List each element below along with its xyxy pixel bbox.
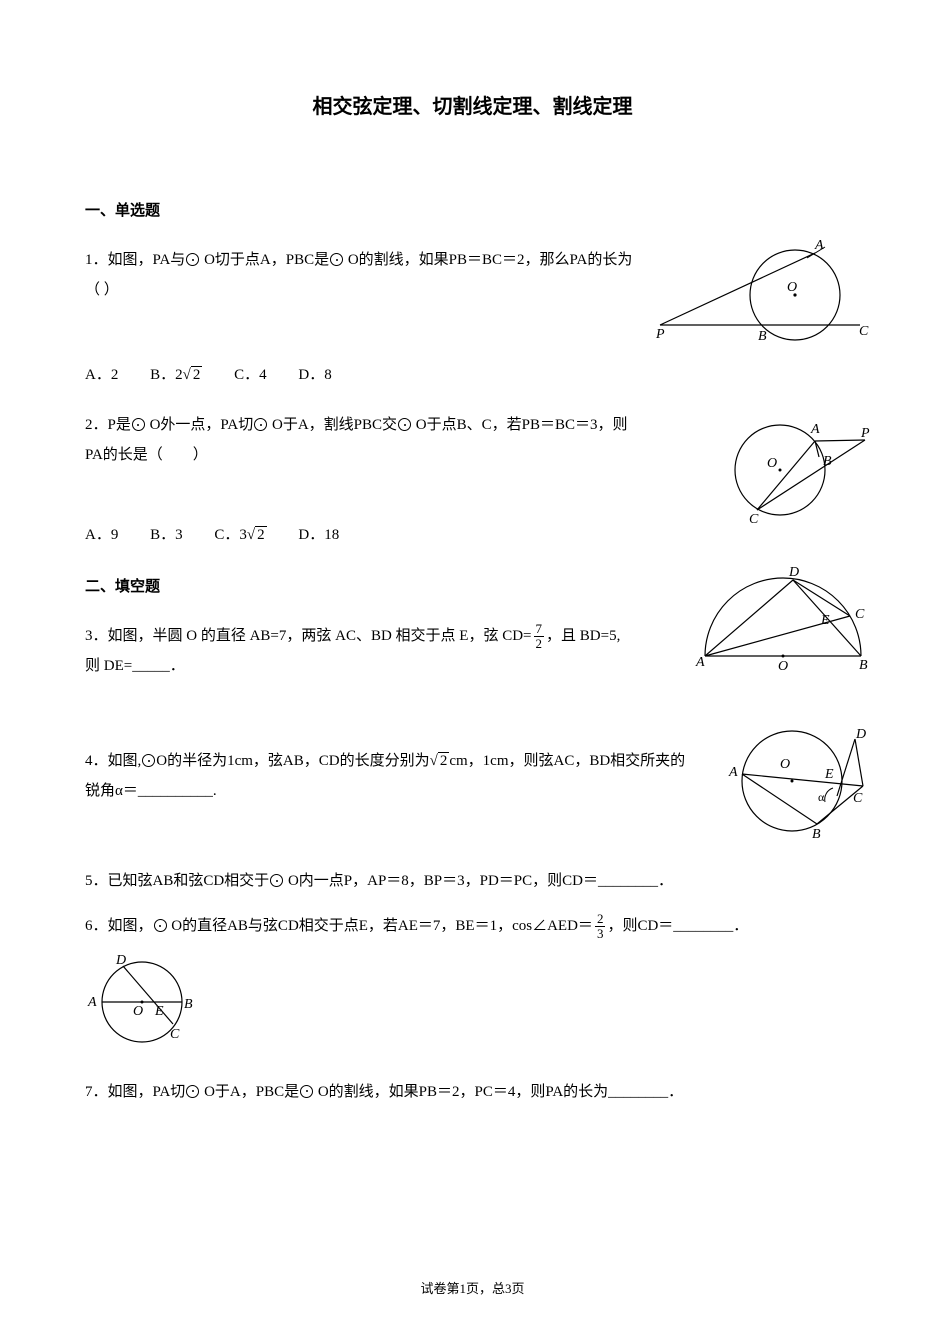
page-title: 相交弦定理、切割线定理、割线定理 — [85, 90, 860, 119]
q2-optD: D．18 — [298, 520, 339, 550]
svg-text:B: B — [812, 827, 821, 841]
q2-pre: 2．P是 — [85, 417, 131, 433]
q2-optB: B．3 — [150, 520, 183, 550]
q5-text: 5．已知弦AB和弦CD相交于 O内一点P，AP＝8，BP＝3，PD＝PC，则CD… — [85, 866, 860, 896]
section-1-header: 一、单选题 — [85, 199, 860, 220]
q1-optB: B．22 — [150, 360, 202, 390]
q4-figure: A B C D E O α — [725, 726, 870, 841]
q1-optA: A．2 — [85, 360, 118, 390]
svg-text:A: A — [810, 422, 820, 437]
q7-suf: O的割线，如果PB＝2，PC＝4，则PA的长为________． — [314, 1084, 683, 1100]
svg-text:O: O — [778, 659, 788, 671]
svg-text:O: O — [767, 456, 777, 471]
svg-text:C: C — [749, 512, 759, 525]
q1-text: 1．如图，PA与 O切于点A，PBC是 O的割线，如果PB＝BC＝2，那么PA的… — [85, 245, 645, 305]
question-6: 6．如图， O的直径AB与弦CD相交于点E，若AE＝7，BE＝1，cos∠AED… — [85, 911, 860, 1046]
circle-o-icon — [132, 418, 145, 431]
svg-text:O: O — [780, 757, 790, 772]
q6-text: 6．如图， O的直径AB与弦CD相交于点E，若AE＝7，BE＝1，cos∠AED… — [85, 911, 860, 941]
q2-figure: A P O B C — [725, 415, 870, 525]
svg-text:A: A — [695, 655, 705, 670]
svg-text:C: C — [859, 324, 869, 339]
svg-text:O: O — [133, 1004, 143, 1019]
svg-text:D: D — [115, 953, 126, 968]
svg-text:D: D — [788, 566, 799, 580]
svg-text:B: B — [184, 997, 193, 1012]
circle-o-icon — [398, 418, 411, 431]
svg-text:C: C — [855, 607, 865, 622]
question-2: 2．P是 O外一点，PA切 O于A，割线PBC交 O于点B、C，若PB＝BC＝3… — [85, 410, 860, 550]
q2-optC: C．32 — [214, 520, 266, 550]
q2-optA: A．9 — [85, 520, 118, 550]
question-4: 4．如图,O的半径为1cm，弦AB，CD的长度分别为2cm，1cm，则弦AC，B… — [85, 746, 860, 806]
question-5: 5．已知弦AB和弦CD相交于 O内一点P，AP＝8，BP＝3，PD＝PC，则CD… — [85, 866, 860, 896]
svg-text:A: A — [87, 995, 97, 1010]
svg-text:E: E — [820, 613, 830, 628]
circle-o-icon — [270, 874, 283, 887]
q1-figure: A O P B C — [655, 235, 870, 345]
q4-mid: O的半径为1cm，弦AB，CD的长度分别为 — [156, 753, 429, 769]
q2-mid2: O于A，割线PBC交 — [268, 417, 397, 433]
q1-pre: 1．如图，PA与 — [85, 252, 185, 268]
footer-mid: 页，总 — [466, 1281, 505, 1296]
question-1: 1．如图，PA与 O切于点A，PBC是 O的割线，如果PB＝BC＝2，那么PA的… — [85, 245, 860, 390]
svg-text:E: E — [154, 1004, 164, 1019]
circle-o-icon — [142, 754, 155, 767]
q6-pre: 6．如图， — [85, 918, 153, 934]
q5-pre: 5．已知弦AB和弦CD相交于 — [85, 873, 269, 889]
q1-optD: D．8 — [298, 360, 331, 390]
q3-fraction: 72 — [534, 622, 545, 652]
q4-sqrt: 2 — [430, 746, 450, 776]
q6-fraction: 23 — [595, 912, 606, 942]
svg-text:D: D — [855, 727, 866, 742]
q7-mid: O于A，PBC是 — [200, 1084, 299, 1100]
q2-mid1: O外一点，PA切 — [146, 417, 253, 433]
q1-optC: C．4 — [234, 360, 267, 390]
q7-pre: 7．如图，PA切 — [85, 1084, 185, 1100]
q5-suf: O内一点P，AP＝8，BP＝3，PD＝PC，则CD＝________． — [284, 873, 673, 889]
svg-text:P: P — [860, 426, 870, 441]
circle-o-icon — [300, 1085, 313, 1098]
q3-pre: 3．如图，半圆 O 的直径 AB=7，两弦 AC、BD 相交于点 E，弦 CD= — [85, 628, 532, 644]
q3-figure: A B C D E O — [695, 566, 870, 671]
svg-text:B: B — [758, 329, 767, 344]
svg-text:C: C — [170, 1027, 180, 1042]
svg-text:E: E — [824, 767, 834, 782]
q7-text: 7．如图，PA切 O于A，PBC是 O的割线，如果PB＝2，PC＝4，则PA的长… — [85, 1077, 860, 1107]
svg-text:C: C — [853, 791, 863, 806]
circle-o-icon — [330, 253, 343, 266]
q4-text: 4．如图,O的半径为1cm，弦AB，CD的长度分别为2cm，1cm，则弦AC，B… — [85, 746, 695, 806]
footer-pre: 试卷第 — [420, 1281, 459, 1296]
svg-text:A: A — [728, 765, 738, 780]
q3-line2: 则 DE=_____． — [85, 658, 185, 674]
svg-text:O: O — [787, 280, 797, 295]
q3-suf: ，且 BD=5, — [546, 628, 620, 644]
footer-suf: 页 — [512, 1281, 525, 1296]
circle-o-icon — [254, 418, 267, 431]
q3-text: 3．如图，半圆 O 的直径 AB=7，两弦 AC、BD 相交于点 E，弦 CD=… — [85, 621, 675, 681]
circle-o-icon — [186, 253, 199, 266]
q1-options: A．2 B．22 C．4 D．8 — [85, 360, 860, 390]
page-footer: 试卷第1页，总3页 — [0, 1278, 945, 1297]
svg-text:B: B — [823, 454, 832, 469]
q6-suf: ，则CD＝________． — [607, 918, 748, 934]
svg-text:B: B — [859, 658, 868, 671]
q2-text: 2．P是 O外一点，PA切 O于A，割线PBC交 O于点B、C，若PB＝BC＝3… — [85, 410, 645, 470]
q6-mid: O的直径AB与弦CD相交于点E，若AE＝7，BE＝1，cos∠AED＝ — [168, 918, 593, 934]
svg-text:P: P — [655, 327, 665, 342]
question-3: 3．如图，半圆 O 的直径 AB=7，两弦 AC、BD 相交于点 E，弦 CD=… — [85, 621, 860, 681]
circle-o-icon — [154, 919, 167, 932]
svg-text:α: α — [818, 790, 825, 804]
question-7: 7．如图，PA切 O于A，PBC是 O的割线，如果PB＝2，PC＝4，则PA的长… — [85, 1077, 860, 1107]
q6-figure: A B C D E O — [85, 952, 860, 1047]
q1-mid: O切于点A，PBC是 — [200, 252, 329, 268]
circle-o-icon — [186, 1085, 199, 1098]
q4-pre: 4．如图, — [85, 753, 141, 769]
